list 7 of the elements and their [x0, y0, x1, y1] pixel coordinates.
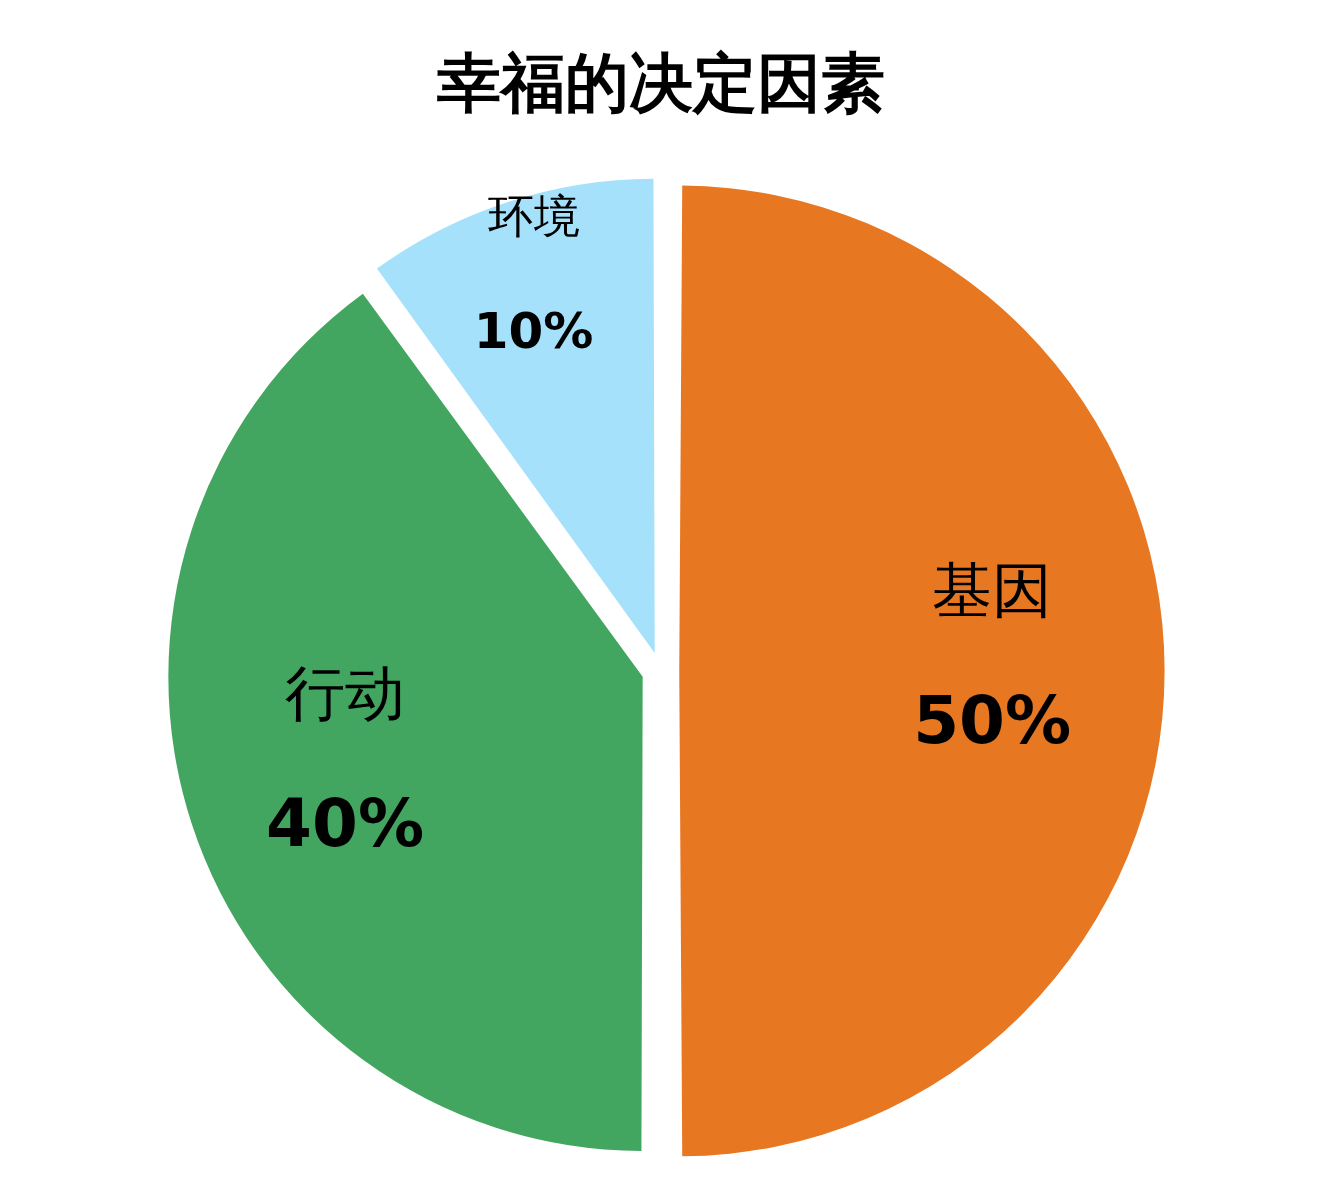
chart-title: 幸福的决定因素: [435, 46, 885, 121]
data-label: 40%: [266, 784, 425, 862]
slice-label: 基因: [932, 555, 1053, 626]
data-label: 50%: [913, 682, 1072, 760]
slice-label: 环境: [487, 189, 580, 244]
data-label: 10%: [473, 302, 594, 361]
slice-label: 行动: [285, 657, 406, 728]
